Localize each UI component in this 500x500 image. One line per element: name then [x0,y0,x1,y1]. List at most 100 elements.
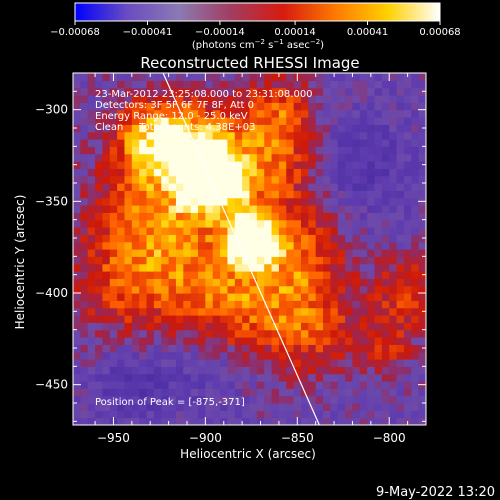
heatmap-cell [381,271,390,279]
heatmap-cell [124,403,133,411]
heatmap-cell [168,344,177,353]
heatmap-cell [264,205,273,213]
heatmap-cell [345,117,354,125]
heatmap-cell [168,102,177,111]
heatmap-cell [234,256,243,265]
heatmap-cell [352,153,361,162]
heatmap-cell [220,403,229,411]
heatmap-cell [411,271,420,279]
heatmap-cell [403,256,412,265]
heatmap-cell [396,168,405,177]
heatmap-cell [95,373,104,382]
heatmap-cell [271,410,280,419]
heatmap-cell [161,117,170,125]
heatmap-cell [345,161,354,169]
colorbar-tick-label: 0.00041 [347,27,388,38]
heatmap-cell [175,293,184,301]
heatmap-cell [146,403,155,411]
heatmap-cell [183,117,192,125]
heatmap-cell [87,73,96,81]
heatmap-cell [131,205,140,213]
heatmap-cell [153,102,162,111]
heatmap-cell [212,410,221,419]
heatmap-cell [345,322,354,331]
heatmap-cell [264,307,273,316]
heatmap-cell [315,344,324,353]
heatmap-cell [139,381,148,389]
heatmap-cell [315,197,324,206]
heatmap-cell [234,403,243,411]
heatmap-cell [198,95,206,103]
heatmap-cell [337,139,346,147]
heatmap-cell [87,417,96,425]
heatmap-cell [271,168,280,177]
heatmap-cell [381,403,390,411]
heatmap-cell [153,109,162,118]
heatmap-cell [139,153,148,162]
heatmap-cell [374,395,383,404]
heatmap-cell [418,139,426,147]
heatmap-cell [73,366,81,375]
heatmap-cell [242,373,251,382]
heatmap-cell [337,359,346,367]
heatmap-cell [242,205,251,213]
heatmap-cell [249,337,258,345]
heatmap-cell [227,197,236,206]
heatmap-cell [396,410,405,419]
heatmap-cell [396,293,405,301]
heatmap-cell [124,337,133,345]
heatmap-cell [374,131,383,140]
heatmap-cell [389,263,398,272]
heatmap-cell [359,227,368,235]
heatmap-cell [271,190,280,199]
heatmap-cell [161,322,170,331]
heatmap-cell [205,344,214,353]
heatmap-cell [278,373,287,382]
heatmap-cell [139,190,148,199]
heatmap-cell [220,190,229,199]
heatmap-cell [374,351,383,360]
heatmap-cell [264,102,273,111]
heatmap-cell [359,87,368,96]
heatmap-cell [286,109,295,118]
heatmap-cell [139,205,148,213]
heatmap-cell [271,373,280,382]
heatmap-cell [396,381,405,389]
heatmap-cell [168,366,177,375]
heatmap-cell [359,359,368,367]
heatmap-cell [190,219,199,228]
heatmap-cell [198,117,206,125]
heatmap-cell [323,249,331,257]
heatmap-cell [411,183,420,191]
heatmap-cell [102,315,111,323]
heatmap-cell [102,366,111,375]
heatmap-cell [220,153,229,162]
heatmap-cell [87,109,96,118]
heatmap-cell [139,234,148,243]
heatmap-cell [300,263,309,272]
heatmap-cell [168,109,177,118]
heatmap-cell [264,197,273,206]
heatmap-cell [315,351,324,360]
heatmap-cell [117,388,126,397]
heatmap-cell [300,131,309,140]
heatmap-cell [131,197,140,206]
heatmap-cell [323,315,331,323]
heatmap-cell [198,212,206,221]
heatmap-cell [87,102,96,111]
heatmap-cell [411,263,420,272]
heatmap-cell [161,139,170,147]
heatmap-cell [418,373,426,382]
heatmap-cell [183,263,192,272]
heatmap-cell [153,227,162,235]
heatmap-cell [220,234,229,243]
heatmap-cell [153,153,162,162]
heatmap-cell [330,410,339,419]
heatmap-cell [352,351,361,360]
heatmap-cell [418,227,426,235]
heatmap-cell [234,344,243,353]
heatmap-cell [278,212,287,221]
heatmap-cell [264,359,273,367]
heatmap-cell [234,102,243,111]
heatmap-cell [168,212,177,221]
